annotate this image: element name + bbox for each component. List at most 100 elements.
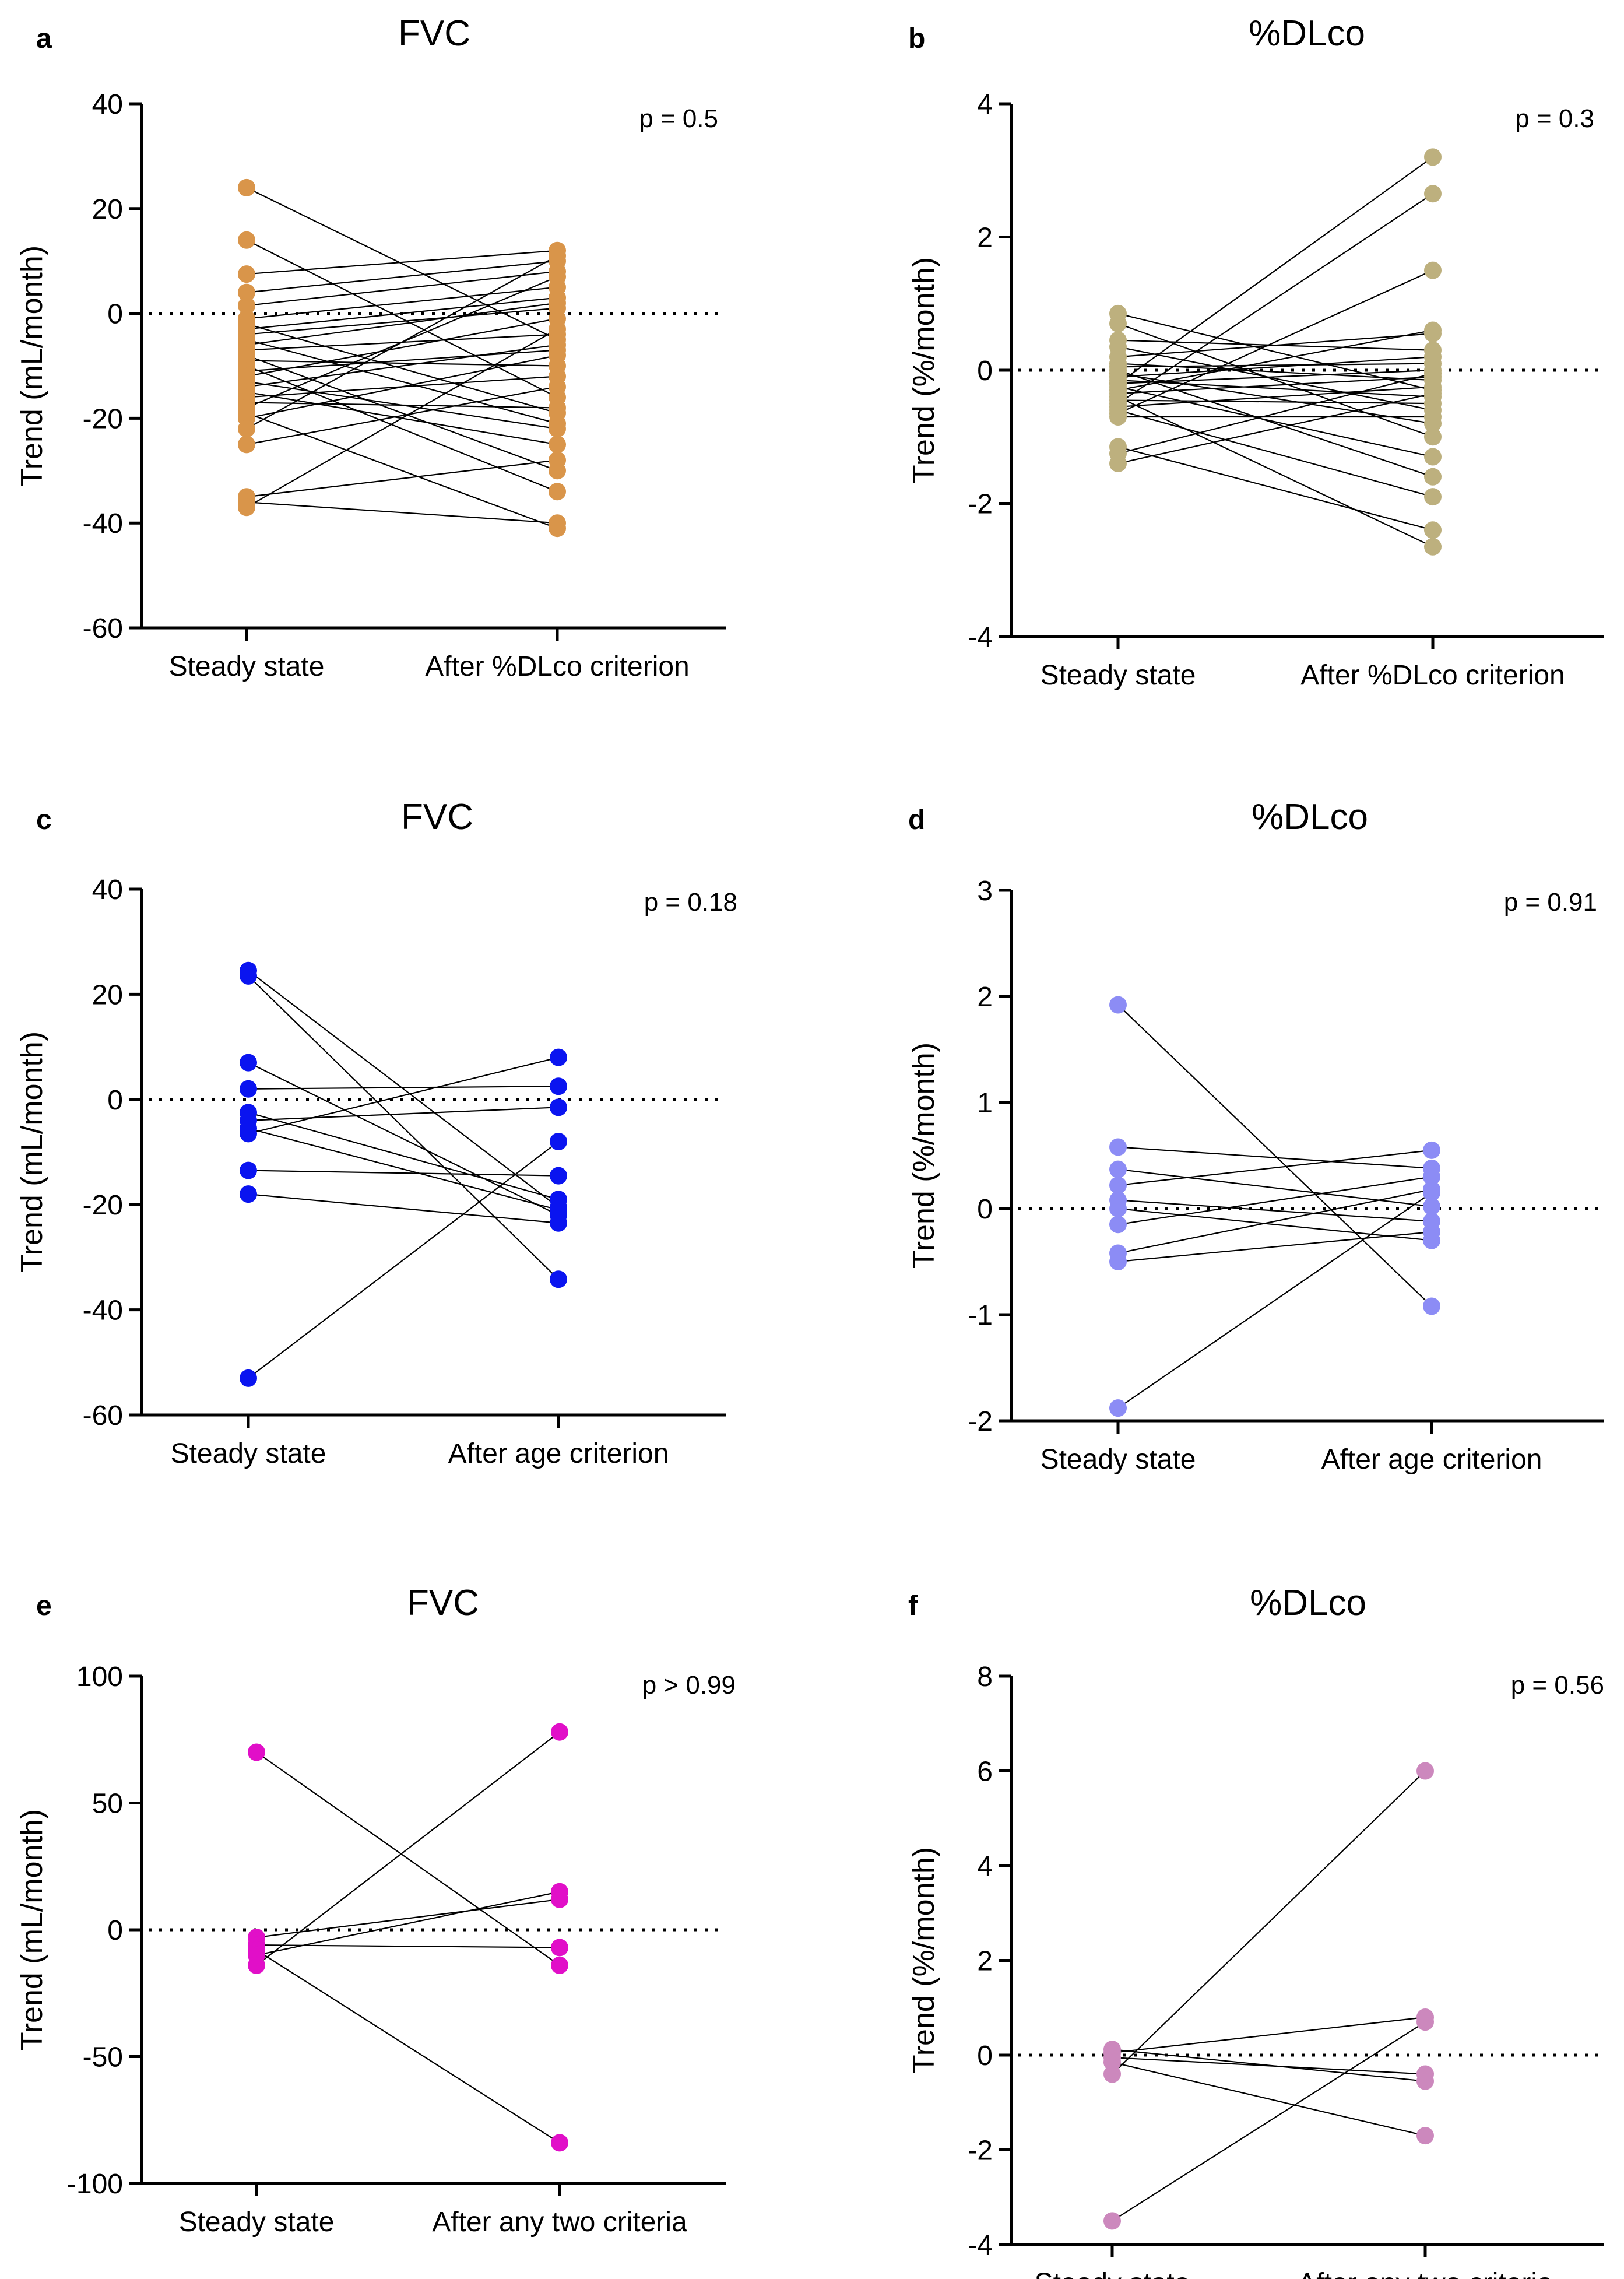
data-point-after	[1424, 538, 1442, 556]
y-tick-label: 50	[92, 1789, 123, 1820]
pair-line	[1117, 446, 1433, 531]
pair-line	[1117, 380, 1433, 398]
y-tick-label: -2	[968, 489, 993, 520]
pair-line	[1117, 346, 1433, 411]
chart-title: FVC	[401, 797, 473, 837]
pair-line	[246, 297, 558, 330]
y-tick-label: -4	[968, 2230, 993, 2261]
pair-line	[248, 1170, 559, 1177]
panel-letter: a	[36, 23, 52, 54]
data-point-before	[240, 1080, 257, 1098]
chart-title: FVC	[407, 1583, 479, 1623]
pair-line	[1112, 2056, 1426, 2075]
pair-line	[246, 402, 558, 409]
p-value-label: p = 0.5	[639, 104, 718, 133]
pair-line	[256, 1751, 560, 1966]
chart-panel-b: b %DLco Trend (%/month) p = 0.3 4 2 0 -2 -4 Stead…	[907, 13, 1604, 691]
pair-line	[1117, 1149, 1432, 1186]
data-point-before	[1109, 315, 1127, 333]
data-point-after	[1424, 148, 1442, 166]
pair-line	[248, 1112, 559, 1200]
data-point-after	[549, 320, 566, 338]
data-point-after	[551, 1883, 568, 1901]
y-tick-label: -2	[968, 2136, 993, 2166]
data-point-after	[549, 436, 566, 454]
x-category-label: After any two criteria	[1298, 2268, 1553, 2279]
data-point-after	[550, 1270, 567, 1288]
y-tick-label: 0	[107, 1085, 123, 1116]
data-point-after	[549, 247, 566, 265]
y-tick-label: 8	[977, 1662, 993, 1692]
panel-letter: f	[908, 1590, 918, 1621]
pair-line	[246, 412, 558, 529]
pair-line	[246, 286, 558, 319]
y-tick-label: -60	[83, 1400, 123, 1431]
data-point-before	[1109, 408, 1127, 426]
y-tick-label: 4	[977, 89, 993, 120]
data-point-after	[549, 268, 566, 286]
data-point-after	[1424, 488, 1442, 506]
data-point-before	[240, 1125, 257, 1143]
y-tick-label: 0	[107, 1915, 123, 1946]
data-point-before	[1109, 1160, 1127, 1178]
y-axis-label: Trend (mL/month)	[15, 1031, 49, 1273]
y-tick-label: 4	[977, 1851, 993, 1882]
pair-line	[248, 1128, 559, 1211]
pair-line	[246, 323, 558, 414]
chart-title: %DLco	[1250, 1583, 1366, 1623]
pair-line	[1117, 1192, 1432, 1409]
chart-panel-c: c FVC Trend (mL/month) p = 0.18 40 20 0 -20 -40 -…	[15, 797, 737, 1469]
data-point-after	[549, 378, 566, 396]
y-tick-label: -40	[83, 1295, 123, 1326]
data-point-before	[1109, 361, 1127, 379]
data-point-before	[248, 1956, 265, 1974]
pair-line	[248, 1141, 559, 1379]
pair-line	[1112, 2016, 1426, 2054]
data-point-after	[1424, 468, 1442, 486]
pair-line	[1117, 1199, 1432, 1222]
data-point-after	[550, 1077, 567, 1095]
data-point-after	[550, 1214, 567, 1232]
data-point-before	[1103, 2065, 1121, 2083]
data-point-after	[1423, 1198, 1440, 1216]
pair-line	[1117, 1176, 1432, 1225]
pair-line	[1117, 376, 1433, 395]
y-axis-label: Trend (%/month)	[907, 1847, 941, 2073]
y-tick-label: -20	[83, 403, 123, 434]
pair-line	[248, 1107, 559, 1121]
p-value-label: p = 0.3	[1515, 104, 1594, 133]
data-point-before	[1109, 1216, 1127, 1234]
pair-line	[248, 975, 559, 1280]
pair-line	[246, 260, 558, 293]
y-axis-label: Trend (%/month)	[907, 257, 941, 483]
pair-line	[248, 1062, 559, 1216]
x-category-label: Steady state	[1035, 2268, 1190, 2279]
pair-line	[246, 255, 558, 430]
data-point-after	[1424, 408, 1442, 426]
data-point-before	[240, 967, 257, 985]
y-tick-label: 3	[977, 876, 993, 907]
pair-line	[246, 365, 558, 493]
pair-line	[1117, 1189, 1432, 1254]
data-point-before	[238, 283, 255, 301]
data-point-after	[1423, 1141, 1440, 1159]
data-point-after	[549, 451, 566, 469]
data-point-before	[248, 1743, 265, 1761]
pair-line	[1117, 356, 1433, 378]
data-point-after	[550, 1201, 567, 1219]
y-tick-label: -20	[83, 1190, 123, 1221]
pair-line	[1117, 156, 1433, 384]
data-point-after	[551, 1956, 568, 1974]
x-category-label: After age criterion	[1321, 1444, 1542, 1475]
data-point-before	[240, 1185, 257, 1203]
pair-line	[246, 187, 558, 340]
data-point-before	[1103, 2212, 1121, 2230]
data-point-after	[1424, 521, 1442, 539]
pair-line	[1112, 1770, 1426, 2075]
p-value-label: p = 0.56	[1511, 1671, 1604, 1699]
y-tick-label: -50	[83, 2042, 123, 2073]
x-category-label: Steady state	[169, 651, 325, 682]
data-point-after	[1416, 2013, 1434, 2031]
data-point-before	[1109, 1176, 1127, 1194]
pair-line	[1112, 2062, 1426, 2137]
